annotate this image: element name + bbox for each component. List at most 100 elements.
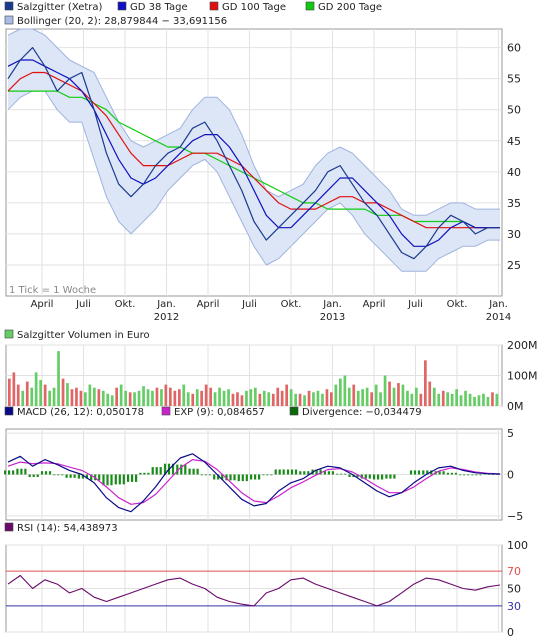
- volume-bar: [186, 392, 190, 406]
- divergence-bar: [69, 474, 72, 478]
- volume-bar: [151, 390, 154, 407]
- volume-bar: [213, 392, 217, 406]
- bollinger-upper-line: [7, 28, 500, 216]
- volume-bar: [200, 390, 203, 407]
- divergence-bar: [61, 474, 64, 476]
- volume-bar: [79, 390, 83, 407]
- series-line-exp: [7, 459, 501, 505]
- volume-bar: [25, 381, 29, 406]
- divergence-bar: [266, 474, 269, 476]
- divergence-bar: [454, 472, 457, 475]
- y-tick-label: 25: [507, 259, 521, 272]
- volume-bar: [486, 396, 490, 406]
- divergence-bar: [233, 474, 236, 481]
- volume-bar: [195, 389, 199, 406]
- divergence-bar: [442, 471, 445, 475]
- divergence-bar: [417, 470, 421, 475]
- volume-bar: [441, 390, 445, 407]
- volume-bar: [164, 384, 168, 406]
- volume-bar: [365, 387, 369, 406]
- volume-bar: [424, 360, 427, 407]
- divergence-bar: [200, 474, 203, 476]
- divergence-bar: [389, 474, 392, 479]
- x-tick-label: April: [197, 299, 220, 310]
- divergence-bar: [225, 474, 228, 481]
- volume-bar: [75, 387, 78, 406]
- volume-bar: [43, 384, 47, 406]
- divergence-bar: [479, 474, 482, 476]
- divergence-bar: [237, 474, 240, 482]
- volume-title: Salzgitter Volumen in Euro: [17, 330, 150, 341]
- legend-label: GD 200 Tage: [318, 2, 382, 13]
- volume-bar: [133, 392, 136, 406]
- x-tick-label: Okt.: [447, 299, 468, 310]
- divergence-bar: [180, 464, 183, 475]
- volume-bar: [128, 392, 132, 406]
- volume-bar: [352, 384, 356, 406]
- divergence-bar: [48, 471, 52, 475]
- divergence-bar: [77, 474, 80, 479]
- divergence-bar: [368, 474, 371, 479]
- series-line-price: [7, 46, 500, 260]
- divergence-bar: [151, 467, 154, 475]
- divergence-bar: [364, 474, 367, 479]
- divergence-bar: [422, 470, 425, 475]
- volume-bar: [110, 395, 114, 406]
- volume-bar: [303, 395, 306, 406]
- legend-swatch: [4, 522, 14, 532]
- divergence-bar: [135, 474, 138, 482]
- y-tick-label: 50: [507, 104, 521, 117]
- divergence-bar: [467, 474, 470, 476]
- legend-label: Salzgitter (Xetra): [17, 2, 103, 13]
- x-tick-label: Juli: [75, 299, 91, 310]
- divergence-bar: [213, 474, 216, 480]
- y-tick-label: 0: [507, 626, 514, 639]
- divergence-bar: [28, 474, 31, 477]
- y-tick-label: 0M: [507, 400, 524, 413]
- volume-bar: [383, 375, 387, 406]
- divergence-bar: [24, 468, 27, 475]
- volume-bar: [249, 389, 253, 406]
- divergence-bar: [90, 474, 93, 481]
- divergence-bar: [188, 468, 191, 475]
- series-line-macd: [7, 453, 501, 513]
- volume-bar: [209, 387, 212, 406]
- volume-bar: [30, 387, 34, 406]
- divergence-bar: [282, 469, 285, 475]
- divergence-bar: [463, 474, 466, 476]
- volume-bar: [236, 392, 239, 406]
- divergence-bar: [155, 467, 158, 475]
- volume-bar: [61, 378, 65, 406]
- volume-bar: [57, 351, 60, 406]
- divergence-bar: [229, 474, 232, 481]
- divergence-bar: [131, 474, 134, 482]
- y-tick-label: 30: [507, 228, 521, 241]
- volume-bar: [298, 393, 302, 406]
- bollinger-band-area: [8, 29, 500, 272]
- x-tick-label: Jan.: [488, 299, 508, 310]
- y-tick-label: 200M: [507, 339, 538, 352]
- volume-bar: [455, 389, 458, 406]
- volume-bar: [231, 393, 235, 406]
- divergence-bar: [118, 474, 121, 485]
- divergence-bar: [286, 469, 290, 475]
- volume-bar: [477, 395, 481, 406]
- divergence-bar: [393, 474, 396, 479]
- legend-swatch: [209, 1, 219, 11]
- divergence-bar: [44, 471, 48, 475]
- divergence-bar: [192, 468, 195, 475]
- series-line-gd100: [7, 71, 500, 229]
- volume-bar: [88, 384, 92, 406]
- legend-swatch: [161, 406, 171, 416]
- volume-bar: [289, 389, 293, 406]
- divergence-bar: [340, 473, 343, 475]
- divergence-bar: [73, 474, 76, 478]
- divergence-bar: [40, 471, 44, 475]
- divergence-bar: [122, 474, 125, 485]
- volume-bar: [307, 390, 311, 407]
- divergence-bar: [171, 463, 175, 475]
- volume-bar: [12, 372, 16, 406]
- y-tick-label: 45: [507, 135, 521, 148]
- divergence-bar: [139, 472, 142, 475]
- divergence-bar: [106, 474, 109, 486]
